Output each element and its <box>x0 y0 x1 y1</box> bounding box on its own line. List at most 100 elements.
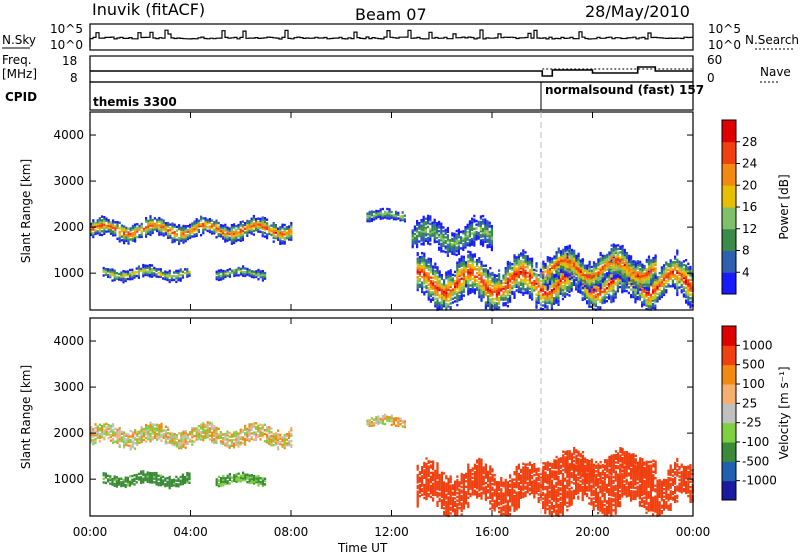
power-cell <box>281 240 283 242</box>
power-cell <box>486 220 488 222</box>
power-cell <box>173 279 175 281</box>
power-cell <box>211 219 213 221</box>
power-cell <box>445 236 447 238</box>
velocity-cell <box>266 426 268 428</box>
cpid-mode-2: normalsound (fast) 157 <box>545 83 704 97</box>
power-cell <box>439 270 441 272</box>
power-cell <box>544 291 546 293</box>
power-cell <box>502 275 504 277</box>
power-cell <box>416 220 418 222</box>
power-cell <box>575 255 577 257</box>
power-cell <box>509 262 511 264</box>
power-cell <box>178 237 180 239</box>
power-cell <box>529 269 531 271</box>
power-cell <box>584 281 586 283</box>
velocity-cell <box>180 432 182 434</box>
velocity-cell <box>262 424 264 426</box>
power-cell <box>659 272 661 274</box>
power-cell <box>498 297 500 299</box>
velocity-cell <box>158 424 160 426</box>
power-cell <box>472 254 474 256</box>
power-cell <box>489 280 491 282</box>
power-cell <box>597 306 599 308</box>
power-cell <box>595 272 597 274</box>
power-cell <box>644 272 646 274</box>
power-cell <box>441 274 443 276</box>
velocity-cell <box>105 482 107 484</box>
power-cell <box>639 293 641 295</box>
power-cell <box>460 231 462 233</box>
power-cell <box>604 255 606 257</box>
power-cell <box>652 257 654 259</box>
velocity-cell <box>244 432 246 434</box>
velocity-cell <box>119 427 121 429</box>
velocity-cell <box>233 431 235 433</box>
power-cell <box>456 262 458 264</box>
power-cell <box>633 260 635 262</box>
power-cell <box>184 268 186 270</box>
velocity-cell <box>120 478 122 480</box>
velocity-cell <box>160 439 162 441</box>
power-cell <box>138 225 140 227</box>
power-cell <box>566 286 568 288</box>
velocity-cell <box>248 438 250 440</box>
velocity-cell <box>240 429 242 431</box>
velocity-cell <box>121 431 123 433</box>
power-cell <box>569 252 571 254</box>
power-cell <box>233 223 235 225</box>
nsearch-tick-bottom: 10^0 <box>708 38 741 52</box>
power-cell <box>180 278 182 280</box>
power-cell <box>375 210 377 212</box>
power-cell <box>107 274 109 276</box>
power-cell <box>562 281 564 283</box>
power-cell <box>659 276 661 278</box>
power-cell <box>473 219 475 221</box>
power-cell <box>606 280 608 282</box>
velocity-cell <box>99 433 101 435</box>
power-cell <box>125 234 127 236</box>
power-cell <box>478 232 480 234</box>
velocity-cell <box>143 428 145 430</box>
power-cell <box>114 270 116 272</box>
power-cell <box>518 254 520 256</box>
power-cell <box>553 274 555 276</box>
power-cell <box>454 297 456 299</box>
velocity-cell <box>240 441 242 443</box>
power-cell <box>624 256 626 258</box>
velocity-cell <box>103 481 105 483</box>
power-colorbar-swatch <box>722 120 736 142</box>
power-cell <box>575 262 577 264</box>
power-cell <box>480 215 482 217</box>
power-cell <box>491 277 493 279</box>
power-cell <box>471 238 473 240</box>
power-cell <box>451 243 453 245</box>
power-cell <box>215 220 217 222</box>
power-cell <box>568 294 570 296</box>
power-colorbar-swatch <box>722 272 736 294</box>
velocity-cell <box>103 429 105 431</box>
velocity-cell <box>160 423 162 425</box>
power-cell <box>600 267 602 269</box>
power-cell <box>129 272 131 274</box>
power-cell <box>522 249 524 251</box>
power-cell <box>628 292 630 294</box>
power-cell <box>467 251 469 253</box>
power-cell <box>421 276 423 278</box>
power-cell <box>613 271 615 273</box>
power-cell <box>462 243 464 245</box>
power-cell <box>218 233 220 235</box>
velocity-cell <box>220 431 222 433</box>
power-cell <box>138 265 140 267</box>
velocity-cell <box>191 440 193 442</box>
velocity-cell <box>268 435 270 437</box>
velocity-cell <box>118 478 120 480</box>
power-cell <box>593 278 595 280</box>
power-cell <box>180 227 182 229</box>
power-cell <box>147 220 149 222</box>
power-cell <box>615 269 617 271</box>
velocity-cell <box>251 432 253 434</box>
power-cell <box>689 279 691 281</box>
power-cell <box>94 229 96 231</box>
power-cell <box>476 259 478 261</box>
power-cell <box>173 271 175 273</box>
